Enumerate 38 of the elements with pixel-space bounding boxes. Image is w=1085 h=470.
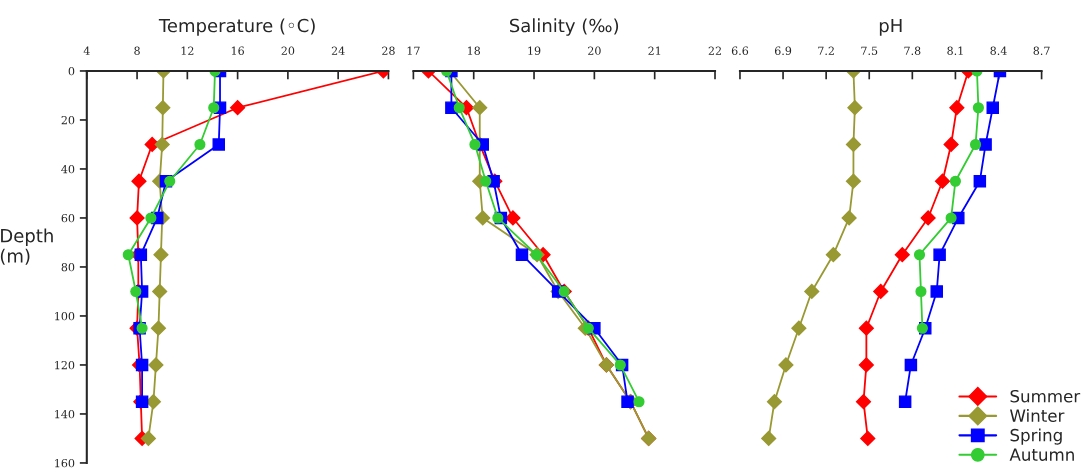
chart-title: Temperature (◦C) bbox=[158, 18, 315, 36]
x-tick-label: 21 bbox=[648, 46, 661, 55]
x-tick-label: 7.5 bbox=[861, 46, 878, 55]
x-tick-label: 28 bbox=[382, 46, 395, 55]
chart-title: pH bbox=[879, 18, 902, 36]
legend-label: Autumn bbox=[1009, 448, 1074, 461]
x-tick-label: 18 bbox=[468, 46, 481, 55]
x-tick-label: 16 bbox=[231, 46, 244, 55]
x-tick-label: 7.2 bbox=[818, 46, 834, 55]
x-tick-label: 6.6 bbox=[731, 46, 749, 55]
y-tick-label: 120 bbox=[55, 360, 75, 370]
y-tick-label: 100 bbox=[55, 311, 75, 321]
y-tick-label: 60 bbox=[61, 213, 75, 223]
x-tick-label: 24 bbox=[331, 46, 345, 55]
x-tick-label: 17 bbox=[407, 46, 420, 55]
x-tick-label: 8.1 bbox=[947, 46, 963, 55]
x-tick-label: 7.8 bbox=[904, 46, 921, 55]
x-tick-label: 8.7 bbox=[1033, 46, 1050, 55]
legend-label: Winter bbox=[1010, 409, 1065, 422]
x-tick-label: 19 bbox=[528, 46, 541, 55]
legend-label: Spring bbox=[1010, 428, 1062, 445]
y-tick-label: 160 bbox=[55, 458, 75, 468]
y-tick-label: 140 bbox=[55, 409, 75, 419]
y-tick-label: 40 bbox=[61, 164, 75, 174]
y-axis-title: Depth (m) bbox=[0, 228, 53, 265]
x-tick-label: 8 bbox=[134, 46, 140, 55]
x-tick-label: 12 bbox=[181, 46, 194, 55]
x-tick-label: 8.4 bbox=[990, 46, 1007, 55]
y-tick-label: 20 bbox=[61, 115, 75, 125]
x-tick-label: 20 bbox=[281, 46, 295, 55]
x-tick-label: 4 bbox=[83, 46, 90, 55]
x-tick-label: 20 bbox=[588, 46, 601, 55]
y-tick-label: 0 bbox=[68, 66, 75, 76]
y-tick-label: 80 bbox=[61, 262, 75, 272]
legend-label: Summer bbox=[1010, 389, 1081, 403]
x-tick-label: 6.9 bbox=[774, 46, 792, 55]
x-tick-label: 22 bbox=[708, 46, 721, 55]
chart-title: Salinity (‰) bbox=[509, 18, 619, 36]
